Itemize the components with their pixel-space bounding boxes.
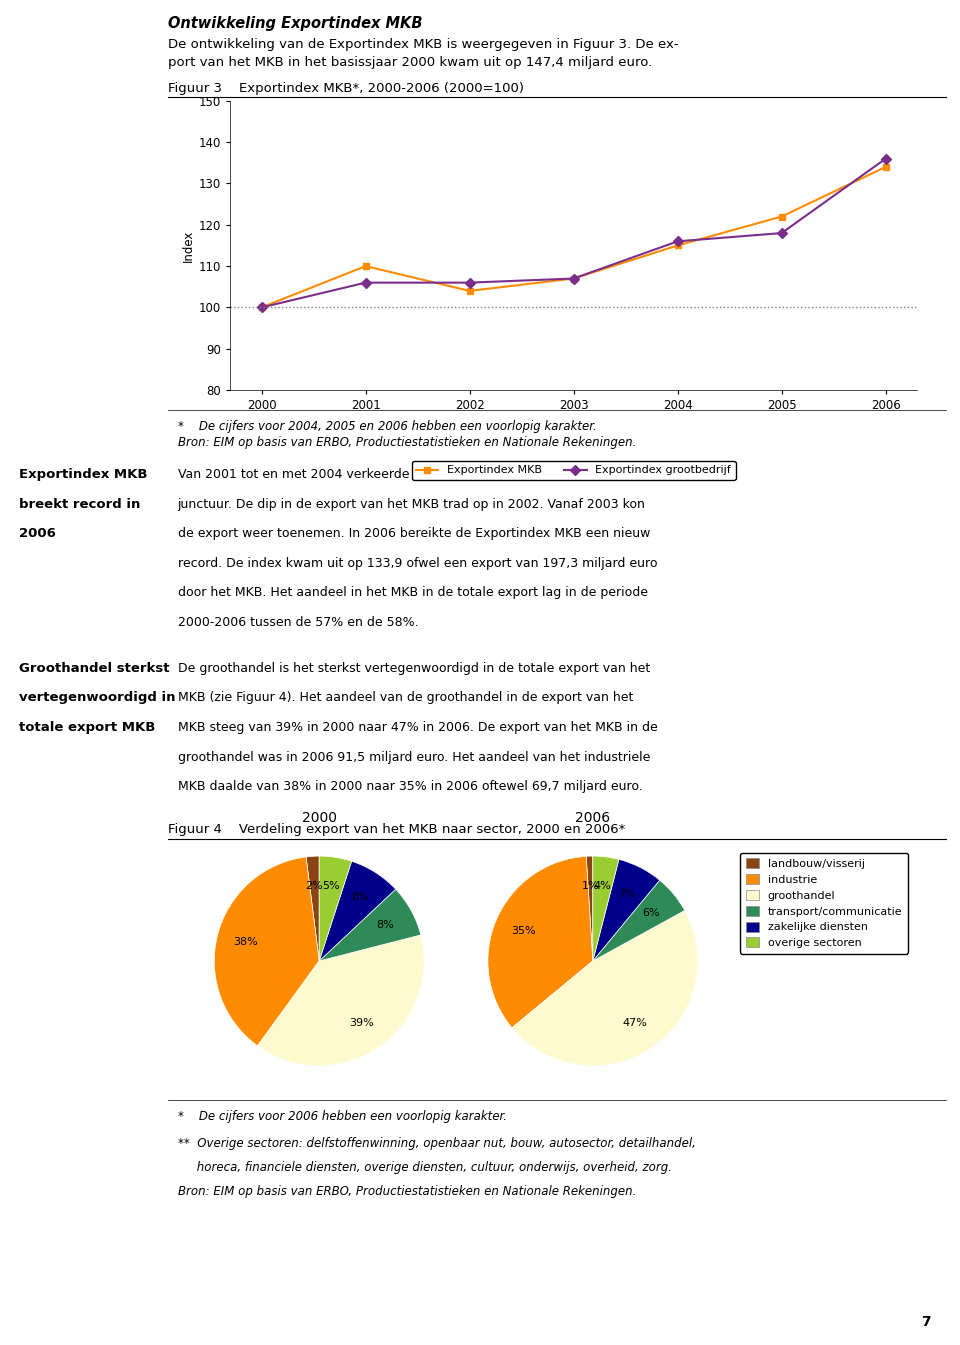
Text: 35%: 35% (511, 925, 536, 936)
Text: MKB (zie Figuur 4). Het aandeel van de groothandel in de export van het: MKB (zie Figuur 4). Het aandeel van de g… (178, 691, 633, 705)
Text: 8%: 8% (376, 920, 395, 929)
Wedge shape (512, 911, 698, 1065)
Text: junctuur. De dip in de export van het MKB trad op in 2002. Vanaf 2003 kon: junctuur. De dip in de export van het MK… (178, 498, 645, 511)
Title: 2000: 2000 (301, 811, 337, 824)
Exportindex MKB (256, 300, 268, 316)
Text: Bron: EIM op basis van ERBO, Productiestatistieken en Nationale Rekeningen.: Bron: EIM op basis van ERBO, Productiest… (178, 1185, 636, 1198)
Text: horeca, financiele diensten, overige diensten, cultuur, onderwijs, overheid, zor: horeca, financiele diensten, overige die… (178, 1161, 672, 1174)
Text: Groothandel sterkst: Groothandel sterkst (19, 662, 170, 675)
Text: 47%: 47% (623, 1018, 648, 1029)
Text: Figuur 4    Verdeling export van het MKB naar sector, 2000 en 2006*: Figuur 4 Verdeling export van het MKB na… (168, 823, 625, 837)
Text: totale export MKB: totale export MKB (19, 721, 156, 734)
Wedge shape (319, 889, 420, 960)
Text: MKB steeg van 39% in 2000 naar 47% in 2006. De export van het MKB in de: MKB steeg van 39% in 2000 naar 47% in 20… (178, 721, 658, 734)
Text: groothandel was in 2006 91,5 miljard euro. Het aandeel van het industriele: groothandel was in 2006 91,5 miljard eur… (178, 751, 650, 764)
Text: De ontwikkeling van de Exportindex MKB is weergegeven in Figuur 3. De ex-: De ontwikkeling van de Exportindex MKB i… (168, 38, 679, 51)
Text: 2006: 2006 (19, 527, 56, 541)
Wedge shape (306, 857, 319, 960)
Text: Ontwikkeling Exportindex MKB: Ontwikkeling Exportindex MKB (168, 16, 422, 31)
Y-axis label: Index: Index (181, 229, 195, 262)
Text: 7: 7 (922, 1315, 931, 1329)
Text: *    De cijfers voor 2006 hebben een voorlopig karakter.: * De cijfers voor 2006 hebben een voorlo… (178, 1110, 507, 1123)
Wedge shape (488, 857, 592, 1028)
Exportindex grootbedrijf (464, 274, 475, 291)
Legend: landbouw/visserij, industrie, groothandel, transport/communicatie, zakelijke die: landbouw/visserij, industrie, groothande… (740, 853, 908, 954)
Text: Exportindex MKB: Exportindex MKB (19, 468, 148, 482)
Text: Van 2001 tot en met 2004 verkeerde Nederland in een periode van laagcon-: Van 2001 tot en met 2004 verkeerde Neder… (178, 468, 658, 482)
Text: 4%: 4% (593, 881, 612, 892)
Text: de export weer toenemen. In 2006 bereikte de Exportindex MKB een nieuw: de export weer toenemen. In 2006 bereikt… (178, 527, 650, 541)
Wedge shape (257, 935, 424, 1065)
Text: 38%: 38% (233, 937, 258, 947)
Exportindex grootbedrijf (776, 225, 787, 241)
Exportindex MKB (880, 159, 892, 175)
Wedge shape (587, 857, 592, 960)
Text: 39%: 39% (349, 1018, 374, 1029)
Text: 5%: 5% (323, 881, 340, 892)
Wedge shape (319, 861, 396, 960)
Exportindex MKB (568, 270, 580, 286)
Text: Figuur 3    Exportindex MKB*, 2000-2006 (2000=100): Figuur 3 Exportindex MKB*, 2000-2006 (20… (168, 82, 524, 95)
Text: 7%: 7% (618, 889, 636, 898)
Exportindex grootbedrijf (568, 270, 580, 286)
Wedge shape (592, 857, 619, 960)
Wedge shape (214, 857, 319, 1046)
Exportindex grootbedrijf (256, 300, 268, 316)
Text: *    De cijfers voor 2004, 2005 en 2006 hebben een voorlopig karakter.: * De cijfers voor 2004, 2005 en 2006 heb… (178, 420, 596, 433)
Text: 1%: 1% (582, 881, 599, 890)
Legend: Exportindex MKB, Exportindex grootbedrijf: Exportindex MKB, Exportindex grootbedrij… (412, 461, 735, 480)
Text: MKB daalde van 38% in 2000 naar 35% in 2006 oftewel 69,7 miljard euro.: MKB daalde van 38% in 2000 naar 35% in 2… (178, 780, 642, 794)
Text: vertegenwoordigd in: vertegenwoordigd in (19, 691, 176, 705)
Wedge shape (592, 880, 684, 960)
Text: door het MKB. Het aandeel in het MKB in de totale export lag in de periode: door het MKB. Het aandeel in het MKB in … (178, 586, 648, 600)
Exportindex MKB (672, 238, 684, 254)
Exportindex MKB (776, 208, 787, 225)
Text: 2%: 2% (305, 881, 324, 890)
Text: Bron: EIM op basis van ERBO, Productiestatistieken en Nationale Rekeningen.: Bron: EIM op basis van ERBO, Productiest… (178, 436, 636, 449)
Wedge shape (319, 857, 351, 960)
Exportindex grootbedrijf (672, 233, 684, 249)
Line: Exportindex MKB: Exportindex MKB (258, 164, 889, 311)
Exportindex MKB (464, 282, 475, 299)
Exportindex MKB (360, 258, 372, 274)
Title: 2006: 2006 (575, 811, 611, 824)
Text: 2000-2006 tussen de 57% en de 58%.: 2000-2006 tussen de 57% en de 58%. (178, 616, 419, 629)
Text: record. De index kwam uit op 133,9 ofwel een export van 197,3 miljard euro: record. De index kwam uit op 133,9 ofwel… (178, 557, 657, 570)
Text: De groothandel is het sterkst vertegenwoordigd in de totale export van het: De groothandel is het sterkst vertegenwo… (178, 662, 650, 675)
Exportindex grootbedrijf (880, 151, 892, 167)
Line: Exportindex grootbedrijf: Exportindex grootbedrijf (258, 155, 889, 311)
Wedge shape (592, 859, 660, 960)
Text: breekt record in: breekt record in (19, 498, 140, 511)
Exportindex grootbedrijf (360, 274, 372, 291)
Text: 6%: 6% (642, 908, 660, 917)
Text: **  Overige sectoren: delfstoffenwinning, openbaar nut, bouw, autosector, detail: ** Overige sectoren: delfstoffenwinning,… (178, 1137, 695, 1150)
Text: 8%: 8% (350, 892, 369, 902)
Text: port van het MKB in het basissjaar 2000 kwam uit op 147,4 miljard euro.: port van het MKB in het basissjaar 2000 … (168, 56, 652, 70)
